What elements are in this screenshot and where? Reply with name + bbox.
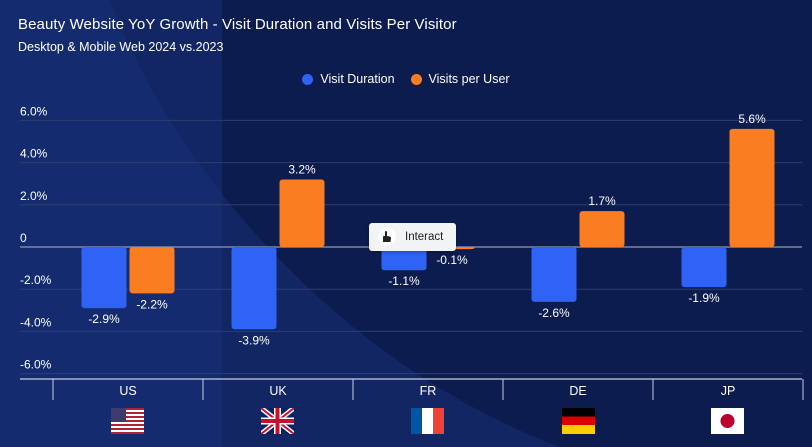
legend-item-visits-per-user[interactable]: Visits per User	[410, 72, 510, 86]
japan-flag-icon	[711, 408, 744, 434]
y-tick-label: -6.0%	[20, 358, 52, 372]
x-tick-label: DE	[569, 384, 586, 398]
data-label: -2.6%	[538, 306, 570, 320]
y-tick-label: 4.0%	[20, 147, 48, 161]
data-label: -1.1%	[388, 274, 420, 288]
legend-label-visits-per-user: Visits per User	[428, 72, 510, 86]
bar-visits-per-user-uk[interactable]	[279, 179, 325, 247]
x-tick-label: FR	[420, 384, 437, 398]
bar-visit-duration-jp[interactable]	[681, 247, 727, 288]
data-label: -1.9%	[688, 291, 720, 305]
tooltip-label: Interact	[405, 231, 444, 243]
data-label: -3.9%	[238, 333, 270, 347]
y-tick-label: 6.0%	[20, 104, 48, 118]
bar-visit-duration-us[interactable]	[81, 247, 127, 309]
y-tick-label: 0	[20, 231, 27, 245]
bar-visits-per-user-us[interactable]	[129, 247, 175, 294]
data-label: 1.7%	[588, 194, 616, 208]
data-label: -2.2%	[136, 297, 168, 311]
germany-flag-icon	[562, 408, 595, 434]
legend-item-visit-duration[interactable]: Visit Duration	[302, 72, 395, 86]
y-tick-label: -4.0%	[20, 315, 52, 329]
data-label: -0.1%	[436, 253, 468, 267]
uk-flag-icon	[261, 408, 294, 434]
legend-swatch-visit-duration	[302, 73, 314, 85]
bar-visits-per-user-jp[interactable]	[729, 128, 775, 247]
y-tick-label: -2.0%	[20, 273, 52, 287]
x-tick-label: JP	[721, 384, 736, 398]
bar-visit-duration-de[interactable]	[531, 247, 577, 302]
y-tick-label: 2.0%	[20, 189, 48, 203]
legend-swatch-visits-per-user	[410, 73, 422, 85]
bar-visit-duration-uk[interactable]	[231, 247, 277, 330]
france-flag-icon	[411, 408, 444, 434]
interact-tooltip[interactable]: Interact	[369, 223, 456, 251]
x-tick-label: UK	[269, 384, 287, 398]
chart-legend: Visit Duration Visits per User	[0, 72, 812, 86]
bar-visits-per-user-de[interactable]	[579, 211, 625, 247]
bar-visit-duration-fr[interactable]	[381, 247, 427, 271]
x-tick-label: US	[119, 384, 136, 398]
us-flag-icon	[111, 408, 144, 434]
data-label: -2.9%	[88, 312, 120, 326]
data-label: 3.2%	[288, 162, 316, 176]
chart-title: Beauty Website YoY Growth - Visit Durati…	[18, 16, 457, 33]
chart-subtitle: Desktop & Mobile Web 2024 vs.2023	[18, 40, 224, 54]
legend-label-visit-duration: Visit Duration	[320, 72, 395, 86]
data-label: 5.6%	[738, 112, 766, 126]
hand-pointer-icon	[378, 228, 396, 246]
